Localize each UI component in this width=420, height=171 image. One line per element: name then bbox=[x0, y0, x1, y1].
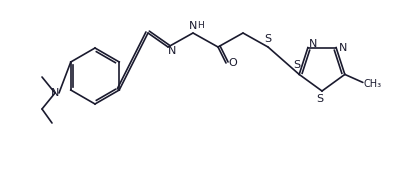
Text: N: N bbox=[51, 88, 59, 98]
Text: N: N bbox=[189, 21, 197, 31]
Text: H: H bbox=[198, 22, 205, 30]
Text: N: N bbox=[309, 39, 317, 49]
Text: S: S bbox=[294, 60, 301, 70]
Text: O: O bbox=[228, 58, 237, 68]
Text: S: S bbox=[316, 94, 323, 104]
Text: N: N bbox=[168, 46, 176, 56]
Text: N: N bbox=[339, 43, 347, 53]
Text: CH₃: CH₃ bbox=[364, 79, 382, 89]
Text: S: S bbox=[265, 34, 272, 44]
